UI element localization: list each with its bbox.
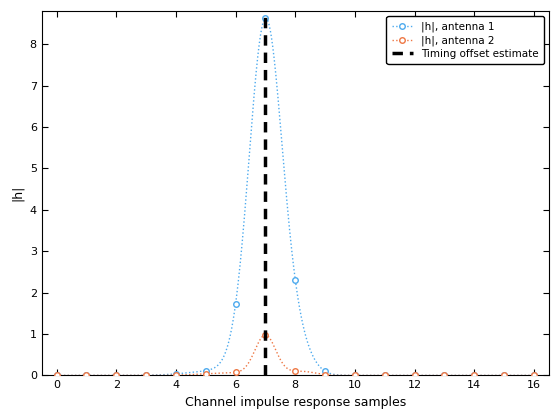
Y-axis label: |h|: |h| [11, 185, 24, 202]
X-axis label: Channel impulse response samples: Channel impulse response samples [185, 396, 406, 409]
Legend: |h|, antenna 1, |h|, antenna 2, Timing offset estimate: |h|, antenna 1, |h|, antenna 2, Timing o… [386, 16, 544, 64]
